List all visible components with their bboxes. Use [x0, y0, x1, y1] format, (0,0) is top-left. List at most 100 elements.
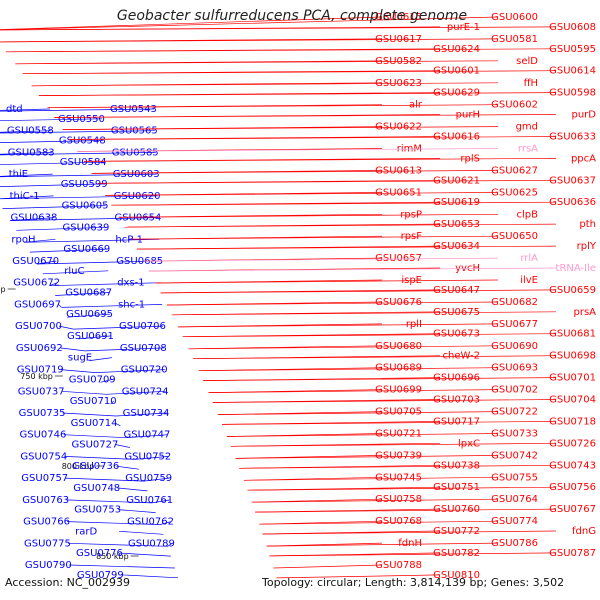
gene-callout — [143, 477, 170, 482]
gene-callout — [143, 257, 499, 262]
gene-label: GSU0581 — [491, 34, 538, 45]
gene-label: GSU0687 — [65, 288, 112, 299]
gene-label: GSU0761 — [126, 495, 173, 506]
gene-callout — [47, 104, 499, 109]
gene-label: GSU0724 — [122, 386, 169, 397]
gene-callout — [151, 499, 171, 504]
gene-callout — [125, 434, 168, 439]
gene-callout — [120, 574, 179, 579]
gene-callout — [235, 455, 499, 459]
gene-label: GSU0746 — [20, 430, 67, 441]
gene-callout — [59, 347, 85, 352]
gene-callout — [58, 325, 74, 330]
gene-callout — [89, 357, 112, 361]
gene-callout — [0, 152, 156, 156]
gene-callout — [49, 282, 162, 287]
gene-callout — [10, 217, 159, 221]
gene-label: GSU0738 — [433, 460, 480, 471]
gene-label: GSU0595 — [549, 44, 596, 55]
gene-callout — [97, 179, 557, 184]
gene-label: GSU0733 — [491, 429, 538, 440]
gene-callout — [63, 434, 126, 439]
gene-callout — [117, 487, 148, 492]
gene-label: GSU0659 — [549, 285, 596, 296]
scale-label: 850 kbp — [96, 552, 129, 561]
gene-label: GSU0720 — [121, 365, 168, 376]
gene-labels: dtdGSU0550GSU0543GSU0558GSU0548GSU0565GS… — [0, 12, 597, 581]
gene-label: rrlA — [520, 253, 538, 264]
gene-callout — [62, 412, 117, 417]
gene-callout — [42, 270, 109, 275]
gene-callout — [0, 195, 158, 200]
gene-callout — [65, 477, 144, 482]
gene-callout — [266, 542, 499, 547]
gene-callout — [91, 170, 499, 174]
gene-label: GSU0672 — [13, 278, 60, 289]
gene-label: tRNA-Ile — [556, 263, 596, 274]
gene-callout — [114, 422, 121, 427]
gene-callout — [100, 378, 113, 383]
gene-callout — [167, 543, 173, 547]
gene-callout — [148, 267, 557, 272]
gene-callout — [269, 552, 557, 557]
gene-callout — [23, 238, 56, 243]
gene-label: GSU0602 — [491, 100, 538, 111]
gene-label: GSU0650 — [491, 231, 538, 242]
accession-text: Accession: NC_002939 — [5, 576, 131, 589]
gene-callout — [243, 476, 499, 481]
map-title: Geobacter sulfurreducens PCA, complete g… — [117, 8, 467, 24]
gene-label: GSU0700 — [15, 321, 62, 332]
gene-label: prsA — [573, 307, 596, 318]
gene-callout — [57, 304, 63, 308]
gene-callout — [0, 130, 51, 133]
gene-callout — [67, 313, 111, 318]
gene-label: GSU0697 — [14, 299, 61, 310]
gene-label: GSU0768 — [375, 516, 422, 527]
gene-callout — [77, 148, 499, 152]
gene-callout — [0, 130, 155, 134]
gene-label: GSU0705 — [375, 407, 422, 418]
gene-label: GSU0693 — [491, 363, 538, 374]
gene-label: GSU0772 — [433, 526, 480, 537]
gene-label: GSU0774 — [491, 516, 538, 527]
gene-callout — [262, 530, 557, 535]
gene-label: GSU0695 — [66, 309, 113, 320]
gene-label: GSU0691 — [67, 331, 114, 342]
gene-callout — [247, 486, 557, 491]
gene-label: GSU0637 — [549, 175, 596, 186]
gene-callout — [239, 464, 557, 469]
gene-callout — [2, 205, 106, 209]
gene-label: rplY — [577, 241, 597, 252]
gene-callout — [68, 564, 175, 569]
gene-label: GSU0701 — [549, 373, 596, 384]
gene-label: GSU0633 — [549, 132, 596, 143]
gene-label: GSU0754 — [20, 451, 67, 462]
gene-label: GSU0709 — [69, 374, 116, 385]
gene-label: GSU0742 — [491, 450, 538, 461]
gene-callout — [10, 217, 55, 221]
gene-label: GSU0721 — [375, 429, 422, 440]
gene-label: GSU0760 — [433, 504, 480, 515]
gene-label: GSU0788 — [375, 560, 422, 571]
gene-label: GSU0759 — [125, 473, 172, 484]
gene-label: clpB — [517, 209, 539, 220]
gene-callout — [159, 521, 172, 525]
gene-callout — [276, 574, 441, 579]
gene-label: GSU0702 — [491, 385, 538, 396]
gene-label: shc-1 — [118, 299, 145, 310]
gene-callout — [54, 114, 557, 118]
gene-label: GSU0722 — [491, 407, 538, 418]
gene-callout — [105, 192, 499, 196]
gene-callout — [119, 552, 171, 557]
gene-label: thiC-1 — [10, 191, 40, 202]
gene-callout — [111, 201, 557, 206]
gene-callout — [69, 136, 557, 140]
gene-label: pth — [579, 219, 596, 230]
gene-label: GSU0745 — [375, 472, 422, 483]
gene-callout — [118, 509, 156, 513]
gene-callout — [255, 508, 557, 513]
gene-label: rarD — [75, 526, 97, 537]
scale-label: 700 kbp — [0, 285, 6, 294]
gene-callout — [251, 498, 499, 503]
gene-callout — [193, 355, 557, 360]
